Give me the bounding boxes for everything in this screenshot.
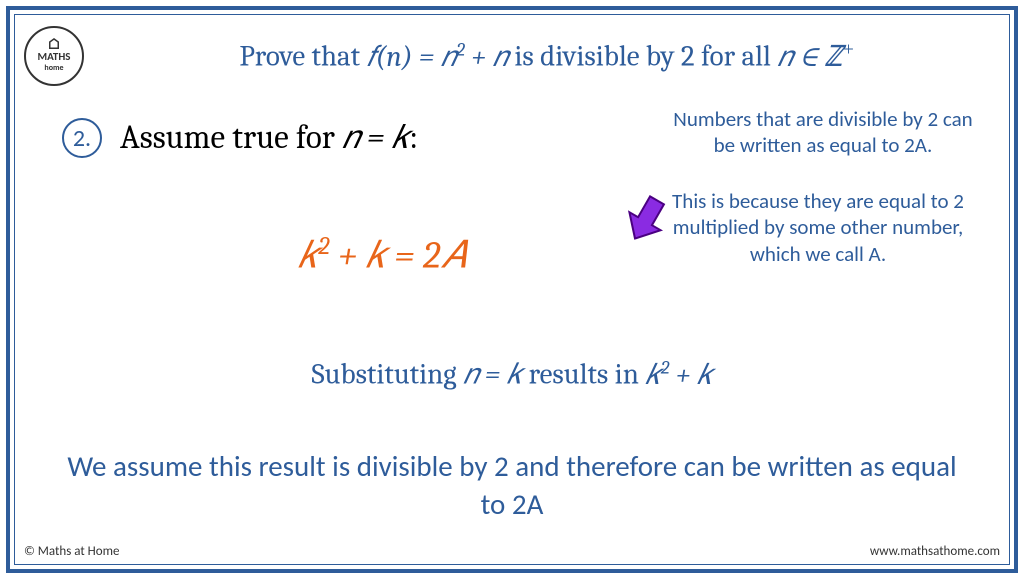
side-note-1: Numbers that are divisible by 2 can be w… — [668, 106, 978, 159]
title-prefix: Prove that — [239, 41, 366, 74]
title-func: 𝑓(n) = 𝑛2 + 𝑛 — [366, 41, 508, 74]
logo-text-2: home — [44, 63, 63, 73]
step-text-math: 𝑛 = 𝑘 — [342, 119, 409, 157]
slide-content: ⌂ MATHS home Prove that 𝑓(n) = 𝑛2 + 𝑛 is… — [18, 18, 1006, 561]
arrow-icon — [618, 186, 678, 251]
problem-title: Prove that 𝑓(n) = 𝑛2 + 𝑛 is divisible by… — [108, 38, 986, 74]
title-middle: is divisible by 2 for all — [508, 41, 777, 74]
title-condition: 𝑛 ∈ ℤ+ — [777, 41, 854, 73]
sub-math2: 𝑘2 + 𝑘 — [645, 359, 712, 392]
sub-math1: 𝑛 = 𝑘 — [463, 359, 522, 392]
step-text-suffix: : — [409, 119, 418, 157]
logo-roof-icon: ⌂ — [47, 40, 61, 50]
sub-prefix: Substituting — [312, 359, 463, 392]
url-text: www.mathsathome.com — [870, 544, 1000, 559]
sub-middle: results in — [522, 359, 645, 392]
step-number-badge: 2. — [62, 118, 102, 158]
step-row: 2. Assume true for 𝑛 = 𝑘: — [62, 118, 418, 158]
step-text: Assume true for 𝑛 = 𝑘: — [120, 119, 418, 157]
step-number-text: 2. — [73, 124, 91, 153]
step-text-prefix: Assume true for — [120, 119, 342, 157]
logo-text-1: MATHS — [37, 50, 70, 63]
substituting-line: Substituting 𝑛 = 𝑘 results in 𝑘2 + 𝑘 — [18, 356, 1006, 392]
side-note-2: This is because they are equal to 2 mult… — [658, 188, 978, 267]
copyright-text: © Maths at Home — [24, 544, 119, 559]
conclusion-text: We assume this result is divisible by 2 … — [58, 448, 966, 523]
main-equation: 𝑘2 + 𝑘 = 2𝐴 — [298, 233, 466, 278]
logo: ⌂ MATHS home — [24, 26, 84, 86]
